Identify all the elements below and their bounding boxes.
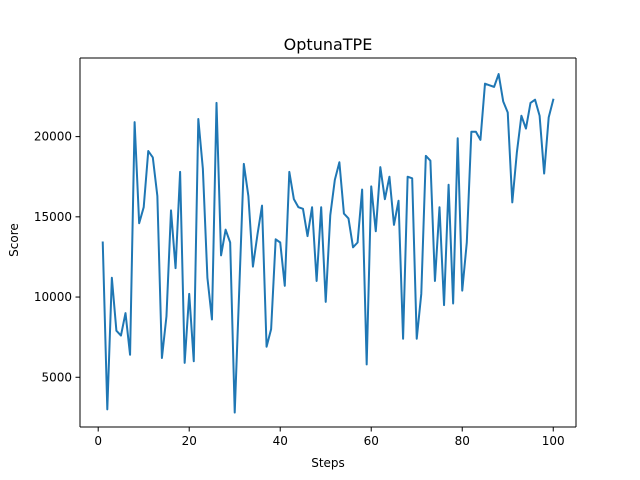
x-tick-label-80: 80 <box>455 434 470 448</box>
y-tick-label-15000: 15000 <box>34 210 72 224</box>
x-tick-label-100: 100 <box>542 434 565 448</box>
x-tick-label-20: 20 <box>182 434 197 448</box>
x-tick-label-40: 40 <box>273 434 288 448</box>
y-tick-label-10000: 10000 <box>34 290 72 304</box>
y-tick-label-5000: 5000 <box>41 370 72 384</box>
x-axis-label: Steps <box>311 456 345 470</box>
y-tick-label-20000: 20000 <box>34 130 72 144</box>
y-axis-label: Score <box>7 223 21 257</box>
chart-title: OptunaTPE <box>284 35 373 54</box>
x-tick-label-0: 0 <box>94 434 102 448</box>
x-tick-label-60: 60 <box>364 434 379 448</box>
series-line-0 <box>101 73 555 414</box>
plot-area: 0 20 40 60 80 100 5000 10000 15000 20000 <box>34 57 577 448</box>
